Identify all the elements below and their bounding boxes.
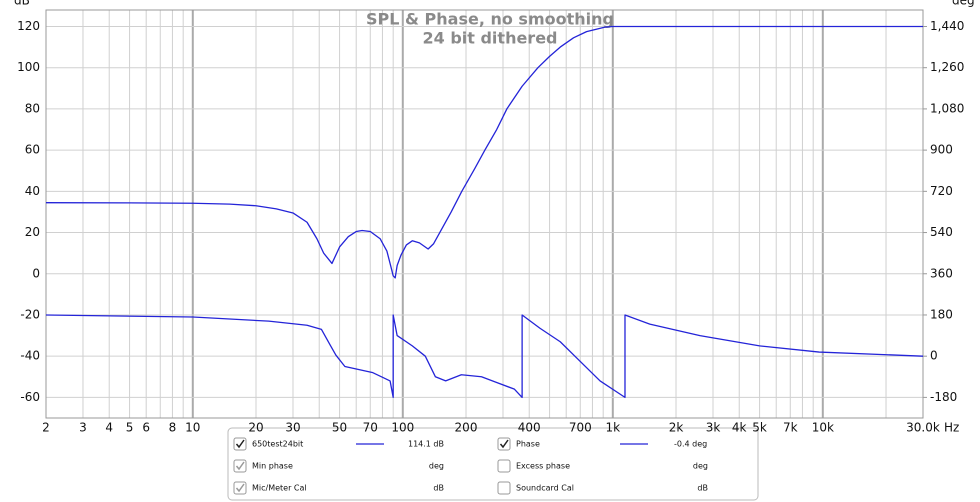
legend-readout: -0.4 deg bbox=[674, 440, 707, 449]
checkmark bbox=[499, 439, 509, 449]
y2-tick-label: 1,440 bbox=[930, 19, 964, 33]
x-tick-label: 70 bbox=[363, 421, 378, 435]
x-tick-label: 2k bbox=[669, 421, 684, 435]
legend-panel bbox=[227, 427, 759, 501]
checkbox[interactable] bbox=[233, 437, 247, 451]
x-tick-label: 400 bbox=[518, 421, 541, 435]
x-tick-label: 7k bbox=[783, 421, 798, 435]
y2-tick-label: 900 bbox=[930, 143, 953, 157]
legend-unit: deg bbox=[429, 462, 444, 471]
legend-label: Min phase bbox=[252, 462, 293, 471]
x-tick-label: 5 bbox=[126, 421, 134, 435]
legend-readout: 114.1 dB bbox=[408, 440, 444, 449]
x-tick-label: 2 bbox=[42, 421, 50, 435]
checkmark bbox=[235, 483, 245, 493]
legend-unit: deg bbox=[693, 462, 708, 471]
checkmark bbox=[235, 439, 245, 449]
series-line bbox=[45, 25, 923, 279]
y2-tick-label: 1,080 bbox=[930, 101, 964, 115]
legend-unit: dB bbox=[697, 484, 708, 493]
x-tick-label: 100 bbox=[391, 421, 414, 435]
y-tick-label: 120 bbox=[17, 19, 40, 33]
legend-label: Excess phase bbox=[516, 462, 570, 471]
checkbox[interactable] bbox=[497, 459, 511, 473]
x-unit: Hz bbox=[944, 421, 959, 435]
legend-label: Mic/Meter Cal bbox=[252, 484, 307, 493]
x-tick-label: 3 bbox=[79, 421, 87, 435]
plot-frame bbox=[45, 9, 924, 419]
y-tick-label: 100 bbox=[17, 60, 40, 74]
checkbox[interactable] bbox=[497, 437, 511, 451]
x-tick-label: 10k bbox=[812, 421, 834, 435]
y-tick-label: 0 bbox=[32, 266, 40, 280]
legend-label: Soundcard Cal bbox=[516, 484, 574, 493]
x-tick-label: 20 bbox=[248, 421, 263, 435]
x-tick-label: 30 bbox=[285, 421, 300, 435]
legend-unit: dB bbox=[433, 484, 444, 493]
x-tick-label: 3k bbox=[706, 421, 721, 435]
y-tick-label: 20 bbox=[25, 225, 40, 239]
chart-subtitle: 24 bit dithered bbox=[422, 29, 557, 48]
y2-tick-label: 540 bbox=[930, 225, 953, 239]
y2-tick-label: 0 bbox=[930, 349, 938, 363]
series-line bbox=[45, 314, 924, 399]
y-tick-label: 80 bbox=[25, 101, 40, 115]
x-tick-label: 700 bbox=[569, 421, 592, 435]
legend-label: 650test24bit bbox=[252, 440, 303, 449]
x-tick-label: 4 bbox=[105, 421, 113, 435]
y-unit: dB bbox=[14, 0, 30, 8]
checkmark bbox=[235, 461, 245, 471]
checkbox[interactable] bbox=[233, 459, 247, 473]
y-tick-label: 40 bbox=[25, 184, 40, 198]
y2-tick-label: 360 bbox=[930, 266, 953, 280]
y-tick-label: 60 bbox=[25, 143, 40, 157]
y2-unit: deg bbox=[952, 0, 975, 8]
x-tick-label: 50 bbox=[332, 421, 347, 435]
y2-tick-label: 180 bbox=[930, 307, 953, 321]
x-tick-label: 6 bbox=[142, 421, 150, 435]
x-tick-label: 30.0k bbox=[906, 421, 940, 435]
checkbox[interactable] bbox=[233, 481, 247, 495]
x-tick-label: 1k bbox=[606, 421, 621, 435]
y2-tick-label: 1,260 bbox=[930, 60, 964, 74]
x-tick-label: 5k bbox=[752, 421, 767, 435]
chart-title: SPL & Phase, no smoothing bbox=[366, 10, 614, 29]
y2-tick-label: 720 bbox=[930, 184, 953, 198]
y-tick-label: -60 bbox=[20, 390, 40, 404]
x-tick-label: 8 bbox=[169, 421, 177, 435]
checkbox[interactable] bbox=[497, 481, 511, 495]
x-tick-label: 10 bbox=[185, 421, 200, 435]
x-tick-label: 4k bbox=[732, 421, 747, 435]
x-tick-label: 200 bbox=[455, 421, 478, 435]
y-tick-label: -20 bbox=[20, 307, 40, 321]
y2-tick-label: -180 bbox=[930, 390, 957, 404]
y-tick-label: -40 bbox=[20, 349, 40, 363]
legend-label: Phase bbox=[516, 440, 540, 449]
